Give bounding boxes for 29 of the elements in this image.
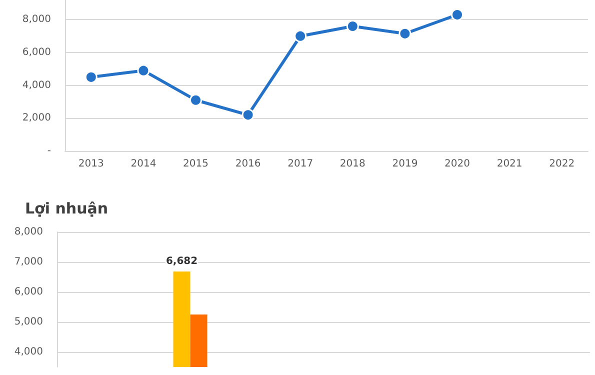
x-tick-label: 2014: [130, 158, 156, 170]
x-tick-label: 2013: [78, 158, 104, 170]
x-tick-label: 2017: [288, 158, 314, 170]
x-tick-label: 2016: [235, 158, 261, 170]
x-tick-label: 2015: [183, 158, 208, 170]
point: [398, 27, 412, 40]
y-tick-label: 4,000: [22, 80, 51, 91]
x-tick-label: 2020: [444, 158, 470, 170]
data-label: 6,682: [166, 256, 198, 268]
y-tick-label: 8,000: [14, 226, 43, 238]
y-tick-label: 2,000: [22, 112, 51, 124]
y-tick-label: -: [47, 146, 52, 156]
point: [242, 108, 254, 122]
chart-title: Lợi nhuận: [25, 200, 108, 218]
y-tick-label: 5,000: [14, 316, 43, 328]
point: [137, 64, 150, 77]
y-tick-label: 6,000: [14, 286, 43, 298]
x-tick-label: 2022: [549, 158, 575, 170]
point: [190, 94, 202, 106]
y-tick-label: 4,000: [14, 346, 43, 358]
x-tick-label: 2021: [496, 158, 522, 170]
y-tick-label: 8,000: [22, 14, 51, 26]
point: [84, 70, 98, 84]
x-tick-label: 2018: [340, 158, 366, 170]
y-tick-label: 6,000: [22, 47, 51, 58]
point: [451, 8, 464, 22]
point: [294, 30, 307, 42]
y-tick-label: 7,000: [14, 256, 43, 268]
x-tick-label: 2019: [392, 158, 418, 170]
